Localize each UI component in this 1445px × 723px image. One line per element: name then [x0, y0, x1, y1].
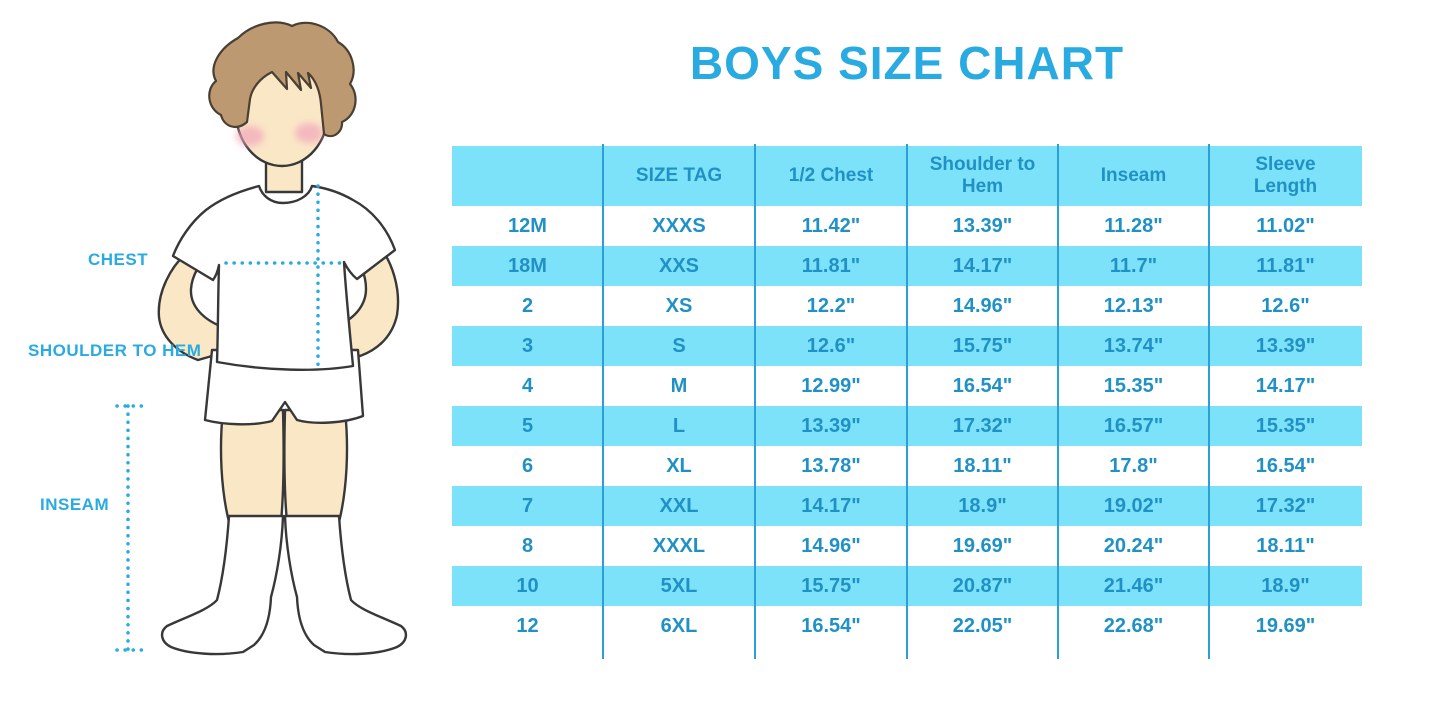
table-cell: 22.68": [1103, 614, 1164, 637]
chest-label: CHEST: [88, 250, 149, 269]
table-cell: 11.42": [801, 214, 861, 237]
table-cell: XS: [665, 294, 693, 317]
boy-hair: [208, 21, 357, 138]
row-size-label: 4: [521, 374, 534, 397]
header-cell-shoulder-hem: Shoulder to Hem: [929, 154, 1036, 197]
boy-illustration: [115, 21, 408, 656]
table-cell: 16.54": [952, 374, 1013, 397]
header-cell-blank: [452, 146, 603, 206]
column-divider: [906, 144, 908, 659]
shoulder-to-hem-label: SHOULDER TO HEM: [28, 341, 202, 360]
table-cell: 19.69": [1255, 614, 1316, 637]
header-cell-sleeve-length: Sleeve Length: [1253, 154, 1318, 197]
row-size-label: 8: [521, 534, 534, 557]
table-cell: 13.39": [1255, 334, 1316, 357]
table-cell: 5XL: [660, 574, 698, 597]
table-cell: 12.6": [806, 334, 856, 357]
table-cell: S: [672, 334, 686, 357]
table-cell: 11.7": [1109, 254, 1158, 277]
table-cell: 15.35": [1103, 374, 1164, 397]
table-cell: 12.6": [1261, 294, 1310, 317]
table-cell: 12.13": [1103, 294, 1164, 317]
row-size-label: 18M: [508, 254, 547, 277]
table-cell: 15.35": [1255, 414, 1316, 437]
table-cell: 6XL: [660, 614, 698, 637]
table-cell: 16.54": [1255, 454, 1316, 477]
table-cell: 16.57": [1103, 414, 1164, 437]
column-divider: [754, 144, 756, 659]
boy-right-sock: [283, 514, 408, 656]
table-cell: XL: [666, 454, 692, 477]
boy-left-cheek: [236, 126, 264, 146]
header-cell-size-tag: SIZE TAG: [635, 165, 723, 187]
row-size-label: 5: [521, 414, 534, 437]
row-size-label: 6: [521, 454, 534, 477]
table-cell: 18.11": [1256, 534, 1315, 557]
column-divider: [1057, 144, 1059, 659]
table-cell: 20.24": [1103, 534, 1164, 557]
table-cell: XXS: [658, 254, 700, 277]
table-cell: XXXL: [652, 534, 706, 557]
table-cell: 15.75": [801, 574, 861, 597]
table-cell: 11.02": [1256, 214, 1315, 237]
table-cell: 17.32": [952, 414, 1013, 437]
table-cell: 13.74": [1103, 334, 1164, 357]
table-cell: 11.28": [1104, 214, 1163, 237]
row-size-label: 10: [516, 574, 539, 597]
table-cell: 11.81": [801, 254, 861, 277]
table-cell: 14.96": [801, 534, 861, 557]
boy-left-leg: [219, 408, 285, 524]
table-cell: 14.96": [952, 294, 1013, 317]
column-divider: [1208, 144, 1210, 659]
row-size-label: 2: [521, 294, 534, 317]
table-cell: M: [670, 374, 688, 397]
header-cell-inseam: Inseam: [1100, 165, 1167, 187]
size-table: SIZE TAG 1/2 Chest Shoulder to Hem Insea…: [452, 144, 1362, 659]
table-cell: 18.11": [953, 454, 1012, 477]
inseam-label: INSEAM: [40, 495, 110, 514]
header-cell-half-chest: 1/2 Chest: [788, 165, 874, 187]
table-cell: 14.17": [952, 254, 1013, 277]
table-cell: XXL: [659, 494, 699, 517]
table-cell: 17.32": [1255, 494, 1316, 517]
row-size-label: 12: [516, 614, 539, 637]
table-cell: 12.2": [806, 294, 856, 317]
boy-right-cheek: [295, 123, 323, 143]
table-cell: 16.54": [801, 614, 861, 637]
table-cell: 22.05": [952, 614, 1013, 637]
table-cell: 19.02": [1103, 494, 1164, 517]
table-cell: L: [672, 414, 686, 437]
table-cell: 13.78": [801, 454, 861, 477]
boy-left-sock: [160, 514, 285, 656]
row-size-label: 7: [521, 494, 534, 517]
table-cell: 17.8": [1109, 454, 1158, 477]
boy-shirt: [171, 184, 397, 371]
table-cell: 13.39": [801, 414, 861, 437]
table-cell: 15.75": [952, 334, 1013, 357]
table-cell: 12.99": [801, 374, 861, 397]
table-cell: 14.17": [801, 494, 861, 517]
boy-right-leg: [283, 408, 349, 524]
table-cell: 14.17": [1255, 374, 1316, 397]
column-divider: [602, 144, 604, 659]
row-size-label: 12M: [508, 214, 547, 237]
row-size-label: 3: [521, 334, 534, 357]
measurement-figure: CHEST SHOULDER TO HEM INSEAM: [0, 0, 450, 723]
page-title: BOYS SIZE CHART: [689, 37, 1125, 89]
table-cell: 11.81": [1256, 254, 1315, 277]
table-cell: 19.69": [952, 534, 1013, 557]
table-cell: 13.39": [952, 214, 1013, 237]
table-cell: 21.46": [1103, 574, 1164, 597]
table-cell: 20.87": [952, 574, 1013, 597]
table-cell: 18.9": [958, 494, 1007, 517]
table-cell: 18.9": [1261, 574, 1310, 597]
table-cell: XXXS: [652, 214, 706, 237]
